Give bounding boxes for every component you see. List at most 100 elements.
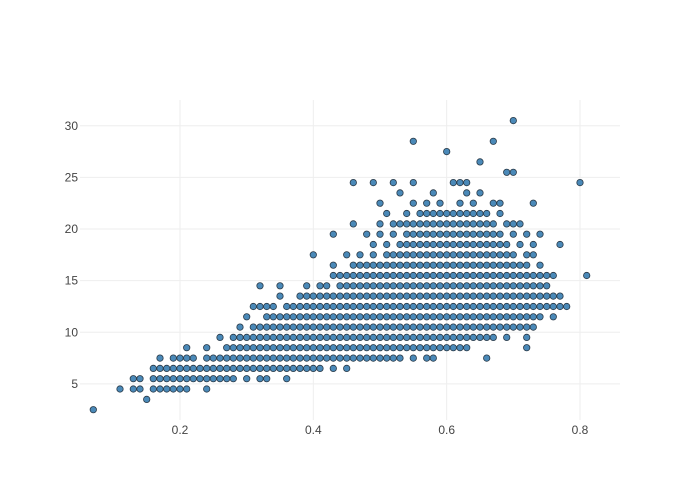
data-point xyxy=(469,199,477,207)
data-point xyxy=(543,271,551,280)
data-point xyxy=(396,344,404,352)
data-point xyxy=(509,251,517,259)
data-point xyxy=(169,364,177,372)
data-point xyxy=(329,271,337,280)
data-point xyxy=(436,209,444,218)
data-point xyxy=(489,292,497,300)
data-point xyxy=(296,344,304,352)
data-point xyxy=(436,323,444,331)
data-point xyxy=(396,220,404,228)
data-point xyxy=(449,282,457,290)
data-point xyxy=(376,323,384,331)
data-point xyxy=(216,354,224,362)
data-point xyxy=(416,240,424,249)
data-point xyxy=(256,375,264,383)
data-point xyxy=(409,261,417,269)
data-point xyxy=(463,333,471,341)
data-point xyxy=(416,333,424,341)
data-point xyxy=(383,302,391,311)
data-point xyxy=(263,375,271,383)
data-point xyxy=(416,271,424,280)
data-point xyxy=(236,354,244,362)
data-point xyxy=(363,261,371,269)
data-point xyxy=(236,344,244,352)
data-point xyxy=(396,261,404,269)
y-tick-label: 20 xyxy=(65,222,79,236)
data-point xyxy=(416,313,424,321)
data-point xyxy=(183,354,191,362)
data-point xyxy=(183,375,191,383)
data-point xyxy=(549,302,557,311)
data-point xyxy=(343,251,351,259)
data-point xyxy=(369,323,377,331)
data-point xyxy=(283,323,291,331)
data-point xyxy=(349,292,357,300)
data-point xyxy=(529,282,537,290)
data-point xyxy=(263,313,271,321)
data-point xyxy=(436,240,444,249)
data-point xyxy=(349,302,357,311)
data-point xyxy=(243,344,251,352)
data-point xyxy=(523,333,531,341)
data-point xyxy=(156,354,164,362)
data-point xyxy=(509,230,517,238)
data-point xyxy=(496,209,504,218)
data-point xyxy=(249,354,257,362)
data-point xyxy=(303,344,311,352)
data-point xyxy=(336,313,344,321)
data-point xyxy=(349,313,357,321)
data-point xyxy=(376,271,384,280)
data-point xyxy=(316,344,324,352)
data-point xyxy=(383,292,391,300)
data-point xyxy=(403,313,411,321)
data-point xyxy=(256,333,264,341)
data-point xyxy=(349,344,357,352)
data-point xyxy=(369,271,377,280)
data-point xyxy=(563,302,571,311)
data-point xyxy=(416,292,424,300)
data-point xyxy=(476,209,484,218)
x-axis-ticks: 0.2 0.4 0.6 0.8 xyxy=(172,423,589,437)
data-point xyxy=(449,313,457,321)
data-point xyxy=(423,323,431,331)
data-point xyxy=(136,385,144,393)
data-point xyxy=(376,354,384,362)
data-point xyxy=(443,282,451,290)
data-point xyxy=(309,333,317,341)
data-point xyxy=(196,364,204,372)
data-point xyxy=(216,333,224,341)
x-tick-label: 0.8 xyxy=(572,423,589,437)
data-point xyxy=(503,261,511,269)
data-point xyxy=(509,302,517,311)
data-point xyxy=(376,302,384,311)
data-point xyxy=(363,271,371,280)
data-point xyxy=(343,313,351,321)
data-point xyxy=(476,333,484,341)
data-point xyxy=(323,323,331,331)
data-point xyxy=(303,313,311,321)
data-point xyxy=(383,271,391,280)
data-point xyxy=(403,333,411,341)
data-point xyxy=(389,302,397,311)
data-point xyxy=(409,323,417,331)
data-point xyxy=(89,406,97,414)
data-point xyxy=(243,375,251,383)
data-point xyxy=(356,251,364,259)
data-point xyxy=(243,364,251,372)
data-point xyxy=(429,313,437,321)
data-point xyxy=(463,292,471,300)
data-point xyxy=(443,240,451,249)
data-point xyxy=(349,333,357,341)
data-point xyxy=(356,344,364,352)
data-point xyxy=(463,261,471,269)
data-point xyxy=(249,333,257,341)
data-point xyxy=(443,313,451,321)
data-point xyxy=(483,313,491,321)
data-point xyxy=(356,271,364,280)
data-point xyxy=(429,344,437,352)
data-point xyxy=(483,292,491,300)
data-point xyxy=(463,302,471,311)
data-point xyxy=(423,313,431,321)
data-point xyxy=(236,323,244,331)
